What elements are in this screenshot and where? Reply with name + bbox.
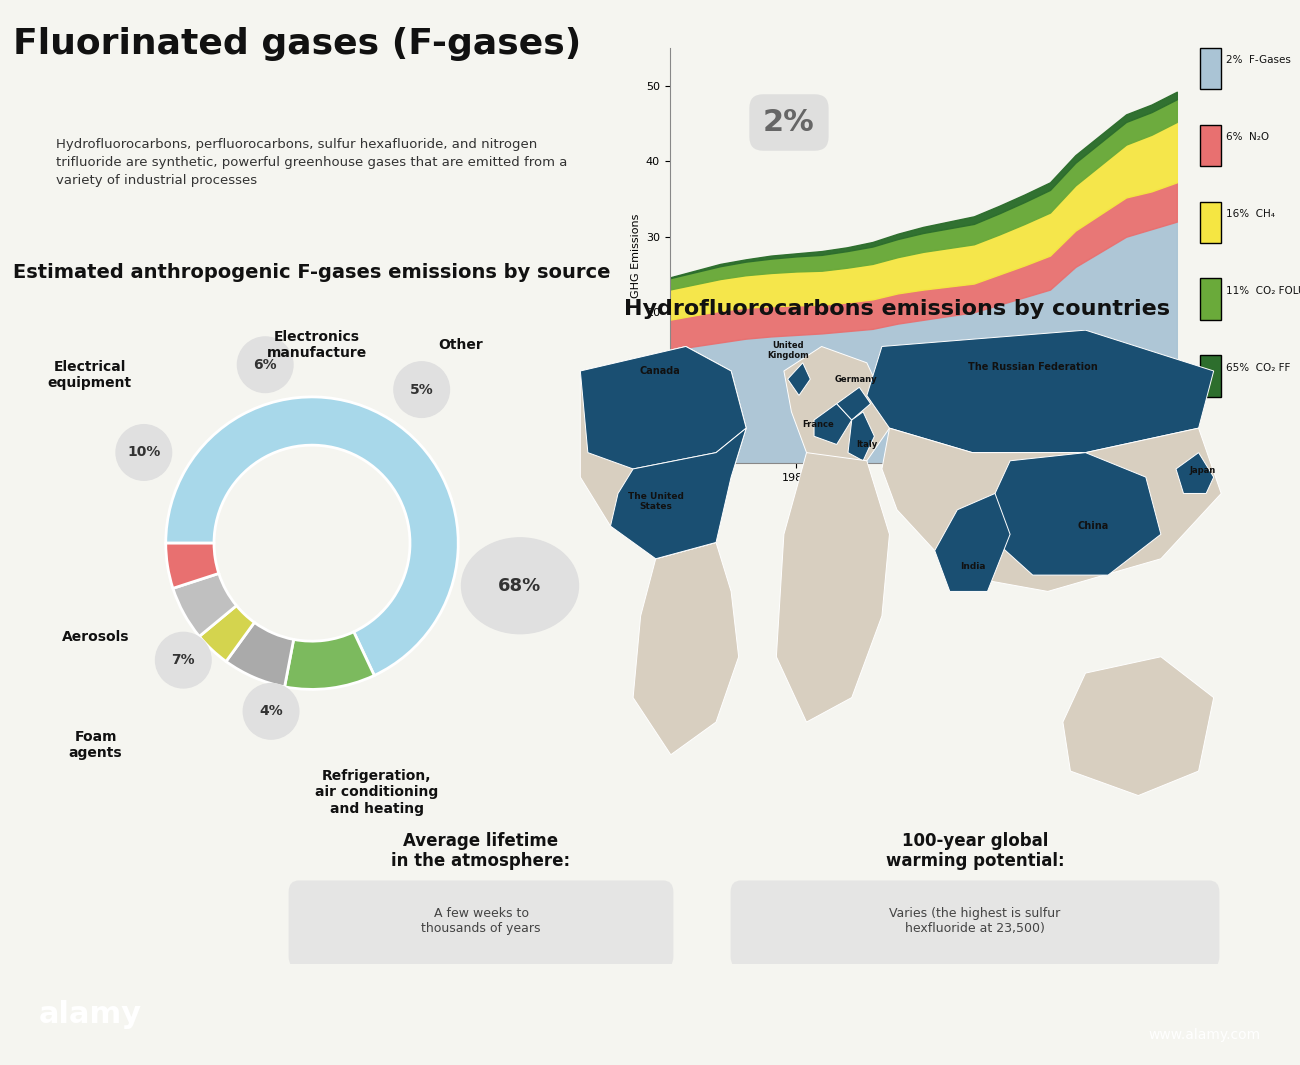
Circle shape bbox=[238, 337, 292, 393]
Text: France: France bbox=[802, 420, 833, 428]
Text: www.alamy.com: www.alamy.com bbox=[1149, 1028, 1261, 1042]
Text: Fluorinated gases (F-gases): Fluorinated gases (F-gases) bbox=[13, 27, 581, 61]
Text: India: India bbox=[959, 562, 985, 572]
Wedge shape bbox=[166, 543, 218, 588]
Text: 11%  CO₂ FOLU: 11% CO₂ FOLU bbox=[1226, 285, 1300, 296]
Text: Hydrofluorocarbons, perfluorocarbons, sulfur hexafluoride, and nitrogen
trifluor: Hydrofluorocarbons, perfluorocarbons, su… bbox=[56, 137, 567, 186]
Text: Aerosols: Aerosols bbox=[62, 630, 130, 644]
Circle shape bbox=[116, 425, 172, 480]
Wedge shape bbox=[285, 632, 374, 689]
Polygon shape bbox=[988, 453, 1161, 575]
Polygon shape bbox=[837, 388, 871, 420]
Text: Hydrofluorocarbons emissions by countries: Hydrofluorocarbons emissions by countrie… bbox=[624, 299, 1170, 318]
Wedge shape bbox=[199, 606, 255, 661]
FancyBboxPatch shape bbox=[1200, 356, 1221, 397]
Text: 2%  F-Gases: 2% F-Gases bbox=[1226, 55, 1291, 65]
Polygon shape bbox=[1176, 453, 1214, 493]
Circle shape bbox=[462, 538, 578, 634]
FancyBboxPatch shape bbox=[1200, 125, 1221, 166]
Text: Varies (the highest is sulfur
hexfluoride at 23,500): Varies (the highest is sulfur hexfluorid… bbox=[889, 906, 1061, 935]
FancyBboxPatch shape bbox=[1200, 278, 1221, 320]
Text: A few weeks to
thousands of years: A few weeks to thousands of years bbox=[421, 906, 541, 935]
Polygon shape bbox=[881, 428, 1221, 591]
Polygon shape bbox=[580, 346, 746, 469]
Text: 68%: 68% bbox=[498, 577, 542, 594]
Polygon shape bbox=[580, 346, 746, 559]
Text: Average lifetime
in the atmosphere:: Average lifetime in the atmosphere: bbox=[391, 832, 571, 870]
FancyBboxPatch shape bbox=[731, 881, 1219, 968]
Circle shape bbox=[243, 684, 299, 739]
Polygon shape bbox=[848, 412, 875, 461]
Polygon shape bbox=[784, 346, 889, 469]
Text: 6%: 6% bbox=[254, 358, 277, 372]
Text: alamy: alamy bbox=[39, 1000, 142, 1029]
Text: Other: Other bbox=[438, 338, 482, 353]
Text: 100-year global
warming potential:: 100-year global warming potential: bbox=[885, 832, 1065, 870]
Text: 65%  CO₂ FF: 65% CO₂ FF bbox=[1226, 363, 1291, 373]
Text: China: China bbox=[1078, 521, 1109, 531]
Y-axis label: GHG Emissions: GHG Emissions bbox=[632, 213, 641, 298]
Text: The United
States: The United States bbox=[628, 492, 684, 511]
Text: Canada: Canada bbox=[640, 366, 680, 376]
Text: United
Kingdom: United Kingdom bbox=[767, 341, 809, 360]
Circle shape bbox=[156, 633, 211, 688]
Text: 4%: 4% bbox=[259, 704, 283, 718]
Text: Germany: Germany bbox=[835, 375, 876, 383]
Text: 5%: 5% bbox=[410, 382, 434, 396]
Text: 10%: 10% bbox=[127, 445, 160, 459]
FancyBboxPatch shape bbox=[1200, 201, 1221, 243]
FancyBboxPatch shape bbox=[1200, 48, 1221, 89]
Wedge shape bbox=[226, 622, 294, 687]
Text: 2%: 2% bbox=[763, 108, 815, 137]
Circle shape bbox=[394, 362, 450, 417]
FancyBboxPatch shape bbox=[289, 881, 673, 968]
Text: Electrical
equipment: Electrical equipment bbox=[48, 360, 131, 390]
Polygon shape bbox=[776, 453, 889, 722]
Polygon shape bbox=[633, 542, 738, 755]
Text: Italy: Italy bbox=[857, 440, 878, 449]
Text: Foam
agents: Foam agents bbox=[69, 730, 122, 759]
Text: The Russian Federation: The Russian Federation bbox=[967, 362, 1097, 372]
Polygon shape bbox=[814, 404, 852, 444]
Text: Electronics
manufacture: Electronics manufacture bbox=[266, 330, 367, 360]
Polygon shape bbox=[867, 330, 1214, 453]
Text: Japan: Japan bbox=[1190, 466, 1216, 475]
Polygon shape bbox=[611, 428, 746, 559]
Text: Estimated anthropogenic F-gases emissions by source: Estimated anthropogenic F-gases emission… bbox=[13, 263, 611, 281]
Wedge shape bbox=[166, 397, 458, 675]
Text: Refrigeration,
air conditioning
and heating: Refrigeration, air conditioning and heat… bbox=[315, 769, 438, 816]
Text: 7%: 7% bbox=[172, 653, 195, 667]
Wedge shape bbox=[173, 573, 237, 637]
Polygon shape bbox=[1063, 657, 1214, 796]
Text: 16%  CH₄: 16% CH₄ bbox=[1226, 209, 1275, 219]
Polygon shape bbox=[935, 493, 1010, 591]
Polygon shape bbox=[788, 363, 810, 395]
Text: 6%  N₂O: 6% N₂O bbox=[1226, 132, 1269, 143]
